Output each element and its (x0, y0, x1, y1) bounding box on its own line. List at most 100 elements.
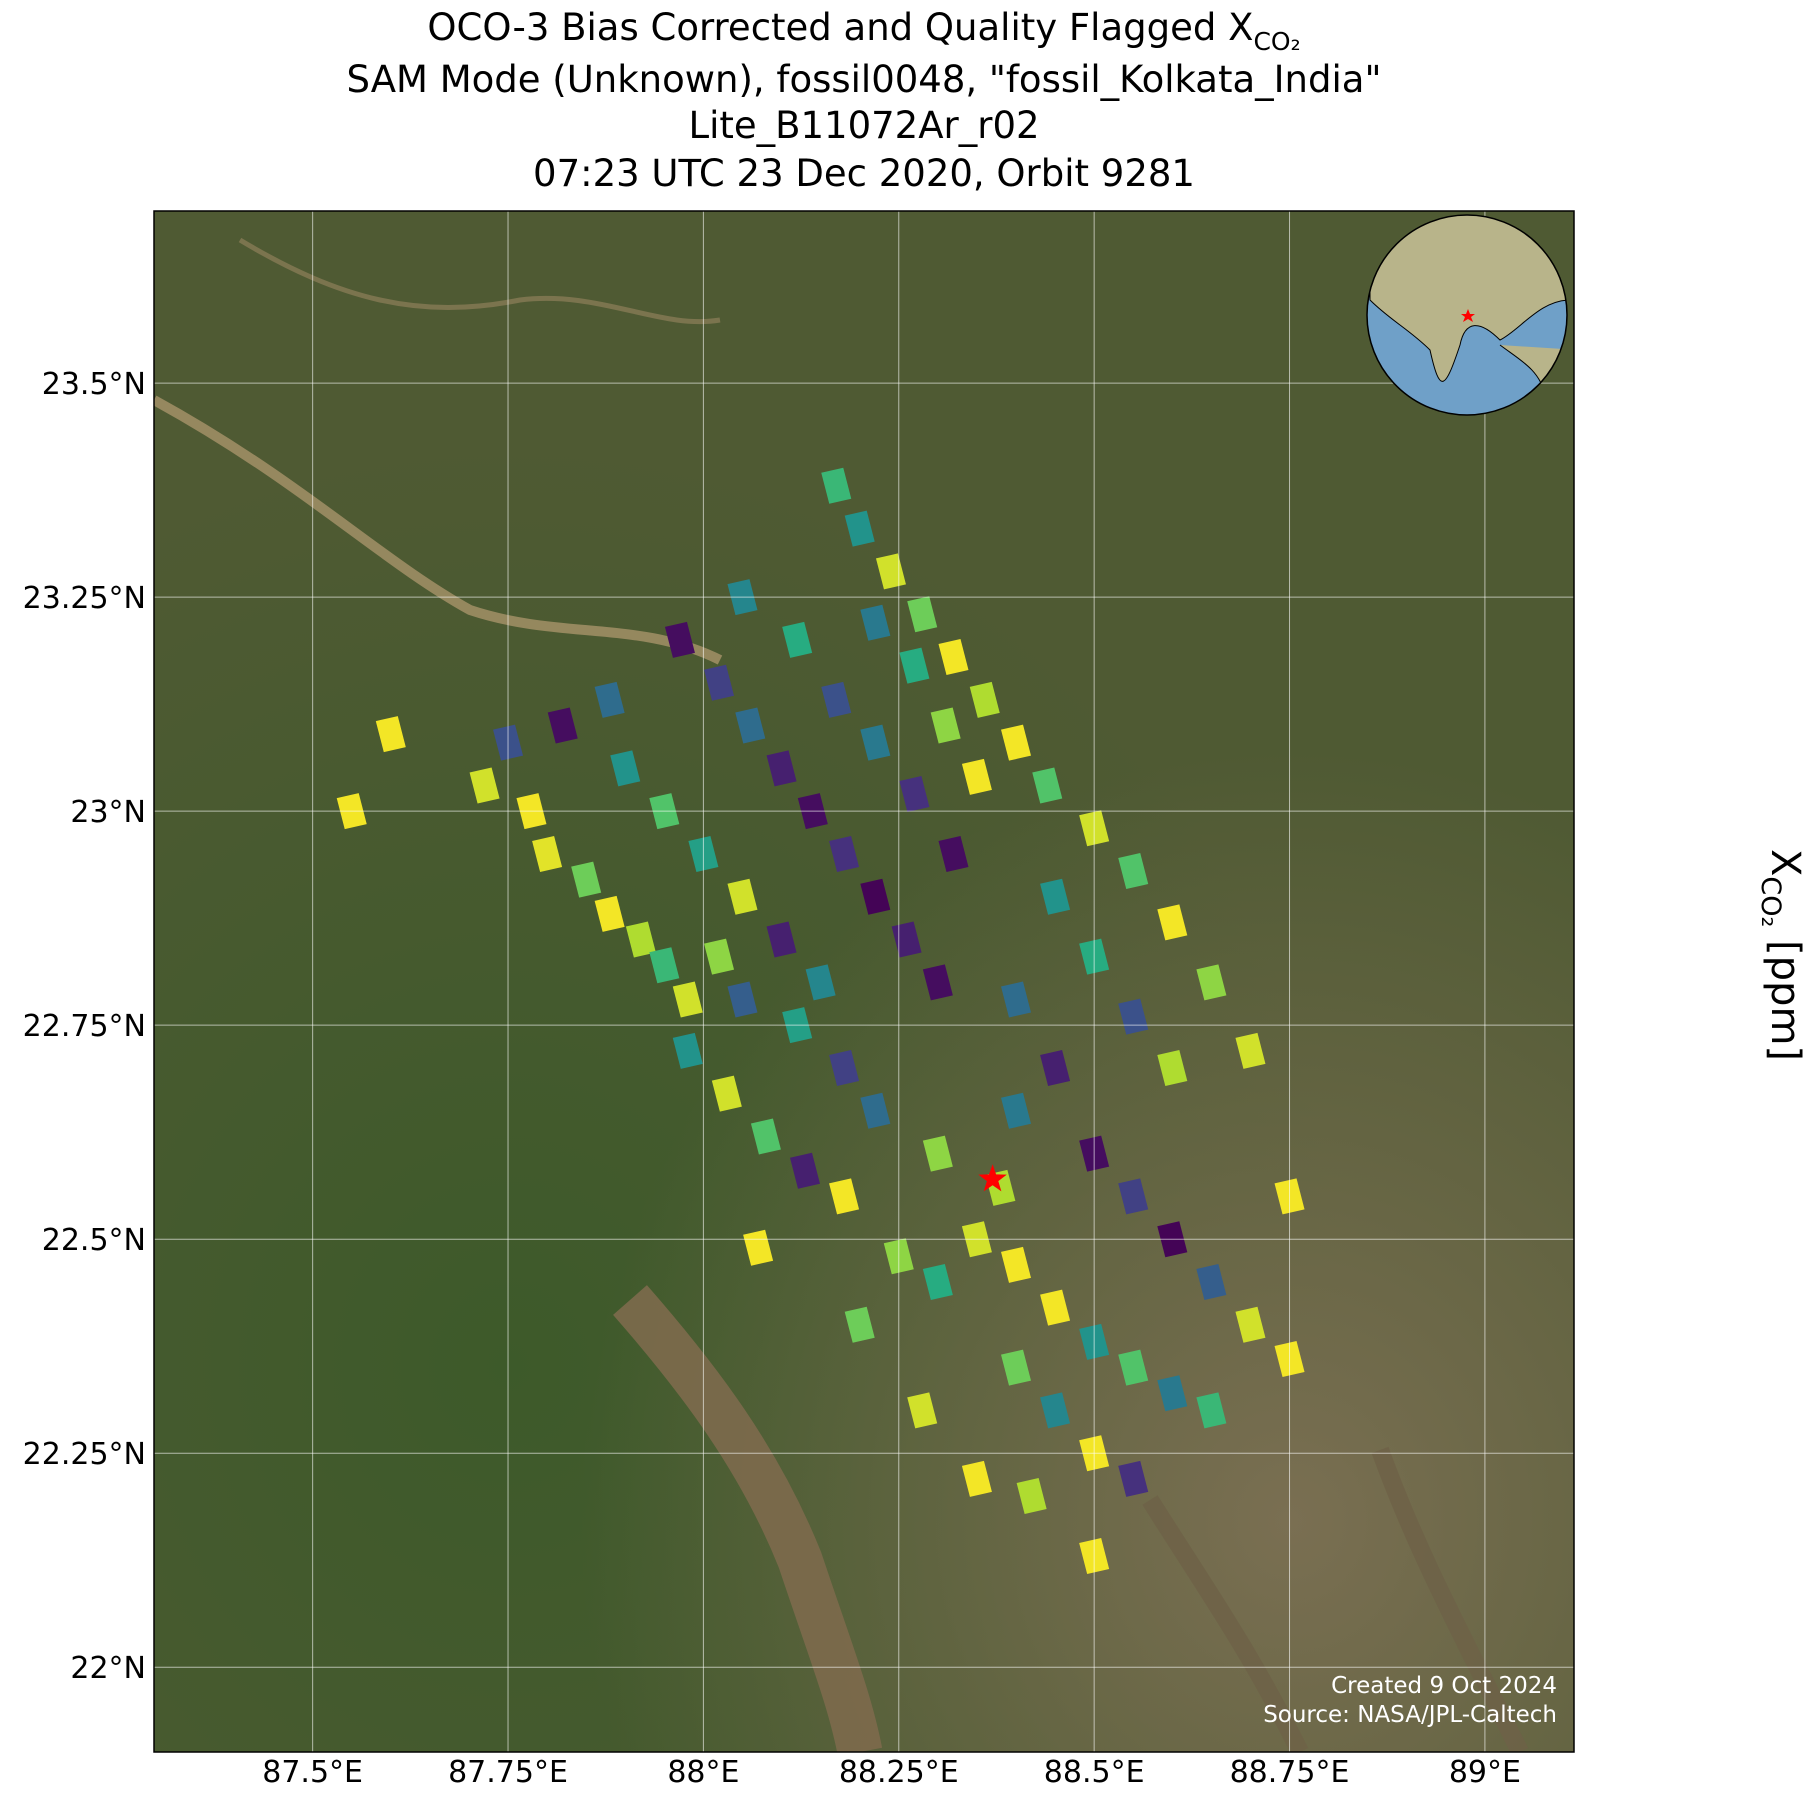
sounding (969, 681, 1000, 718)
globe-land (1369, 215, 1567, 382)
sounding (922, 1263, 953, 1300)
sounding (1040, 878, 1071, 915)
y-tick-label: 23.5°N (42, 367, 146, 402)
y-tick-label: 22.5°N (42, 1223, 146, 1258)
sounding (1235, 1032, 1266, 1069)
sounding (610, 750, 641, 787)
sounding (1157, 904, 1188, 941)
title-line: OCO-3 Bias Corrected and Quality Flagged… (427, 6, 1300, 56)
sounding (961, 758, 992, 795)
sounding (1040, 1049, 1071, 1086)
basemap-shade (154, 211, 1574, 1752)
sounding (727, 981, 758, 1018)
title-line: Lite_B11072Ar_r02 (688, 104, 1039, 147)
sounding (766, 750, 797, 787)
y-tick-label: 22°N (70, 1651, 146, 1686)
colorbar-label-symbol: X (1762, 849, 1808, 876)
sounding (1001, 1092, 1032, 1129)
sounding (1040, 1289, 1071, 1326)
sounding (1001, 1246, 1032, 1283)
sounding (1118, 853, 1149, 890)
sounding (704, 664, 735, 701)
y-tick-label: 22.25°N (23, 1437, 146, 1472)
sounding (860, 878, 891, 915)
sounding (1001, 1349, 1032, 1386)
sounding (547, 707, 578, 744)
sounding (571, 861, 602, 898)
y-tick-label: 22.75°N (23, 1009, 146, 1044)
sounding (789, 1152, 820, 1189)
sounding (594, 895, 625, 932)
sounding (829, 835, 860, 872)
sounding (1235, 1306, 1266, 1343)
x-tick-label: 87.75°E (448, 1755, 568, 1790)
sounding (1118, 1178, 1149, 1215)
colorbar-label-unit: [ppm] (1762, 927, 1808, 1061)
sounding (844, 510, 875, 547)
sounding (938, 835, 969, 872)
colorbar-label-subscript: CO₂ (1755, 876, 1786, 927)
sounding (922, 964, 953, 1001)
river (1142, 1446, 1529, 1752)
sounding (750, 1118, 781, 1155)
sounding (829, 1049, 860, 1086)
sounding (899, 647, 930, 684)
sounding (532, 835, 563, 872)
sounding (711, 1075, 742, 1112)
title-subscript: CO₂ (1253, 27, 1300, 56)
sounding (704, 938, 735, 975)
x-tick-label: 87.5°E (262, 1755, 363, 1790)
colorbar-label: XCO₂ [ppm] (1755, 849, 1808, 1061)
sounding (672, 1032, 703, 1069)
sounding (649, 947, 680, 984)
footer-source: Source: NASA/JPL-Caltech (1263, 1702, 1557, 1728)
sounding (821, 467, 852, 504)
sounding (844, 1306, 875, 1343)
sounding (1157, 1375, 1188, 1412)
sounding (899, 776, 930, 813)
map-frame (153, 210, 1575, 1753)
sounding (782, 621, 813, 658)
sounding (1118, 1460, 1149, 1497)
globe-outline (1366, 214, 1568, 416)
sounding (805, 964, 836, 1001)
sounding (930, 707, 961, 744)
sounding (860, 1092, 891, 1129)
sounding (1196, 1392, 1227, 1429)
title-text: OCO-3 Bias Corrected and Quality Flagged… (427, 6, 1253, 49)
sounding (1001, 981, 1032, 1018)
sounding (1157, 1049, 1188, 1086)
x-tick-label: 88.25°E (839, 1755, 959, 1790)
sounding (672, 981, 703, 1018)
x-tick-label: 88.75°E (1230, 1755, 1350, 1790)
river (238, 237, 721, 325)
sounding (829, 1178, 860, 1215)
river (154, 395, 723, 665)
river-estuary (613, 1285, 883, 1752)
sounding (1118, 1349, 1149, 1386)
sounding (735, 707, 766, 744)
sounding (907, 1392, 938, 1429)
sounding (860, 724, 891, 761)
y-tick-label: 23.25°N (23, 581, 146, 616)
sounding (1196, 964, 1227, 1001)
sounding (821, 681, 852, 718)
x-tick-label: 88.5°E (1044, 1755, 1145, 1790)
sounding (1016, 1478, 1047, 1515)
basemap (154, 211, 1574, 1752)
grid-layer (154, 211, 1574, 1752)
sounding (860, 604, 891, 641)
sounding (907, 596, 938, 633)
title-line: 07:23 UTC 23 Dec 2020, Orbit 9281 (533, 152, 1195, 195)
x-tick-label: 88°E (667, 1755, 739, 1790)
footer-created: Created 9 Oct 2024 (1331, 1673, 1557, 1699)
sounding (1196, 1263, 1227, 1300)
sounding (961, 1460, 992, 1497)
sounding (1032, 767, 1063, 804)
x-tick-label: 89°E (1449, 1755, 1521, 1790)
globe-site-marker (1461, 309, 1475, 322)
sounding (594, 681, 625, 718)
sounding (469, 767, 500, 804)
sounding (664, 621, 695, 658)
